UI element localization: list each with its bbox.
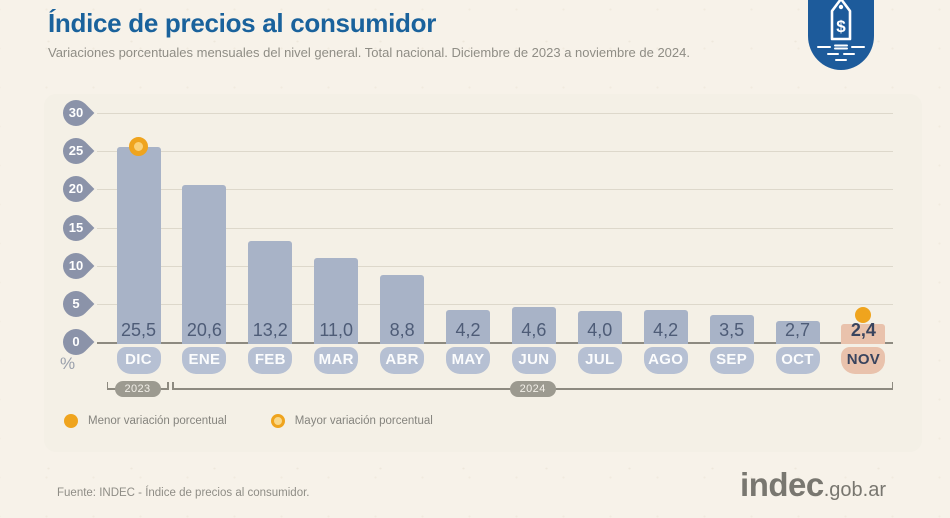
y-tick-label: 10 bbox=[68, 257, 84, 273]
y-tick-25: 25 bbox=[57, 132, 95, 170]
x-axis-line bbox=[97, 342, 893, 344]
year-bracket-tick bbox=[106, 382, 108, 389]
y-axis-unit-label: % bbox=[60, 354, 76, 373]
bar-value-JUN: 4,6 bbox=[521, 320, 547, 340]
page-title: Índice de precios al consumidor bbox=[48, 8, 437, 38]
legend-item: Menor variación porcentual bbox=[64, 414, 227, 428]
legend-label: Mayor variación porcentual bbox=[294, 415, 433, 427]
gridline-10 bbox=[97, 265, 893, 267]
bar-OCT bbox=[775, 321, 820, 344]
gridline-5 bbox=[97, 303, 893, 305]
month-label-OCT: OCT bbox=[775, 347, 820, 374]
y-tick-label: 5 bbox=[72, 295, 80, 311]
price-tag-icon-svg: $ bbox=[808, 0, 874, 70]
year-bracket-tick bbox=[891, 382, 893, 389]
bar-value-AGO: 4,2 bbox=[653, 320, 679, 340]
month-label-ENE: ENE bbox=[182, 347, 227, 374]
legend: Menor variación porcentual Mayor variació… bbox=[64, 414, 433, 428]
source-note: Fuente: INDEC - Índice de precios al con… bbox=[57, 487, 310, 499]
bar-MAY bbox=[446, 309, 490, 344]
filled-dot-icon bbox=[64, 414, 78, 428]
price-tag-icon: $ bbox=[808, 0, 874, 70]
bar-value-MAR: 11,0 bbox=[319, 320, 354, 340]
year-bracket-tick bbox=[167, 382, 169, 389]
year-bracket-tick bbox=[172, 382, 174, 389]
gridline-15 bbox=[97, 227, 893, 229]
bar-DIC bbox=[116, 147, 161, 344]
page-subtitle: Variaciones porcentuales mensuales del n… bbox=[48, 45, 690, 60]
marker-menor-NOV-icon bbox=[855, 306, 872, 323]
bar-value-SEP: 3,5 bbox=[719, 320, 745, 340]
bar-value-ENE: 20,6 bbox=[186, 320, 222, 340]
month-label-AGO: AGO bbox=[643, 347, 688, 374]
y-tick-label: 0 bbox=[72, 334, 80, 349]
bar-value-NOV: 2,4 bbox=[850, 320, 876, 340]
month-label-SEP: SEP bbox=[709, 347, 754, 374]
bar-value-FEB: 13,2 bbox=[252, 320, 288, 340]
dollar-glyph: $ bbox=[836, 17, 846, 36]
year-label-2023: 2023 bbox=[114, 381, 161, 397]
y-tick-label: 30 bbox=[68, 105, 84, 120]
bar-JUN bbox=[511, 306, 556, 344]
bar-value-OCT: 2,7 bbox=[784, 320, 811, 340]
y-tick-30: 30 bbox=[57, 94, 95, 132]
indec-logo-text: indec bbox=[740, 466, 824, 503]
ring-dot-icon bbox=[270, 414, 285, 428]
y-tick-20: 20 bbox=[57, 170, 95, 208]
gridline-25 bbox=[97, 151, 893, 153]
month-label-JUL: JUL bbox=[577, 347, 622, 374]
bar-value-ABR: 8,8 bbox=[389, 320, 415, 340]
y-tick-5: 5 bbox=[57, 285, 95, 323]
month-label-FEB: FEB bbox=[248, 347, 293, 374]
bar-ABR bbox=[380, 274, 425, 344]
y-tick-15: 15 bbox=[57, 209, 95, 246]
indec-logo: indec .gob.ar bbox=[740, 466, 886, 504]
y-tick-10: 10 bbox=[57, 247, 95, 285]
bar-value-JUL: 4,0 bbox=[587, 320, 613, 340]
header: Índice de precios al consumidor Variacio… bbox=[48, 8, 690, 60]
month-label-JUN: JUN bbox=[511, 347, 556, 374]
month-label-NOV: NOV bbox=[841, 347, 886, 374]
bar-ENE bbox=[182, 184, 227, 344]
y-tick-label: 15 bbox=[68, 219, 84, 235]
month-label-ABR: ABR bbox=[380, 347, 425, 374]
y-tick-label: 20 bbox=[68, 181, 84, 197]
bar-MAR bbox=[314, 258, 359, 344]
bar-JUL bbox=[577, 311, 622, 344]
gridline-20 bbox=[97, 189, 893, 191]
bar-AGO bbox=[643, 309, 688, 344]
legend-label: Menor variación porcentual bbox=[88, 415, 227, 427]
month-label-DIC: DIC bbox=[116, 347, 161, 374]
marker-mayor-DIC-icon bbox=[129, 137, 148, 157]
year-label-2024: 2024 bbox=[509, 381, 556, 397]
bar-NOV bbox=[841, 323, 886, 344]
bar-value-MAY: 4,2 bbox=[455, 320, 481, 340]
bar-value-DIC: 25,5 bbox=[120, 320, 157, 340]
bar-SEP bbox=[709, 315, 754, 344]
y-tick-label: 25 bbox=[68, 143, 84, 159]
legend-item: Mayor variación porcentual bbox=[270, 414, 433, 428]
gridline-30 bbox=[97, 113, 893, 114]
indec-logo-suffix: .gob.ar bbox=[823, 479, 886, 501]
chart-panel: 0 5 10 15 20 25 30 % 25,5 DIC 20,6 ENE 13,2 FEB 11,0… bbox=[44, 94, 922, 452]
month-label-MAY: MAY bbox=[446, 347, 490, 374]
month-label-MAR: MAR bbox=[314, 347, 359, 374]
bar-FEB bbox=[248, 241, 293, 344]
